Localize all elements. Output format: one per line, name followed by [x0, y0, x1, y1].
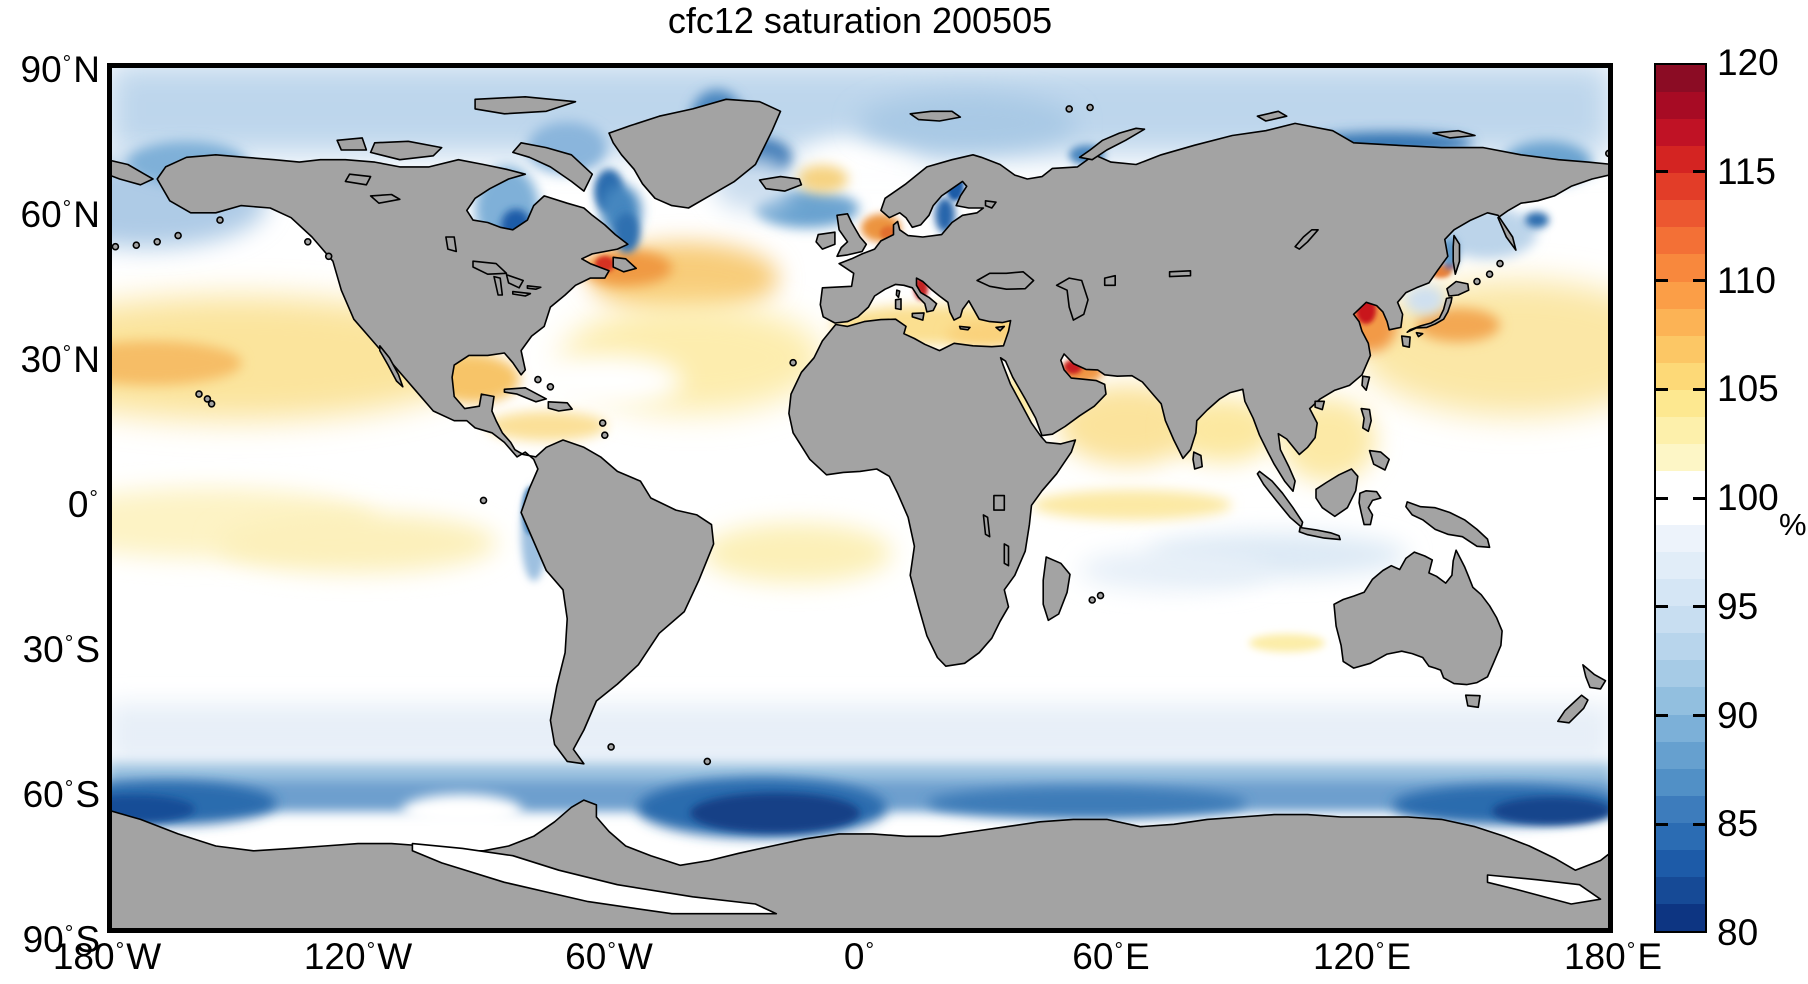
- colorbar-segment: [1656, 362, 1705, 390]
- colorbar-segment: [1656, 308, 1705, 336]
- colorbar-segment: [1656, 633, 1705, 661]
- colorbar-tick-mark: [1656, 170, 1668, 174]
- colorbar-segment: [1656, 552, 1705, 580]
- x-tick-label: 180°W: [52, 936, 162, 977]
- colorbar-tick-label: 95: [1717, 585, 1759, 627]
- colorbar-tick-label: 80: [1717, 912, 1759, 953]
- colorbar-tick-mark: [1693, 714, 1705, 717]
- colorbar-tick-mark: [1656, 279, 1668, 282]
- colorbar-segment: [1656, 254, 1705, 282]
- colorbar-segment: [1656, 227, 1705, 255]
- colorbar: [1654, 63, 1707, 933]
- colorbar-tick-mark: [1656, 714, 1668, 717]
- colorbar-tick-mark: [1693, 605, 1705, 609]
- colorbar-tick-mark: [1656, 822, 1668, 826]
- colorbar-segment: [1656, 146, 1705, 174]
- colorbar-segment: [1656, 525, 1705, 553]
- colorbar-segment: [1656, 876, 1705, 904]
- colorbar-segment: [1656, 822, 1705, 850]
- colorbar-tick-label: 110: [1717, 259, 1776, 301]
- colorbar-segment: [1656, 741, 1705, 769]
- y-tick-label: 90°S: [22, 918, 100, 960]
- y-tick-label: 30°S: [22, 628, 100, 670]
- colorbar-tick-mark: [1693, 387, 1705, 391]
- ocean-field: [107, 63, 1613, 838]
- x-tick-label: 180°E: [1563, 936, 1662, 977]
- x-tick-label: 0°: [843, 936, 875, 977]
- colorbar-segment: [1656, 200, 1705, 228]
- colorbar-tick-label: 85: [1717, 803, 1759, 845]
- x-tick-label: 120°W: [303, 936, 413, 977]
- colorbar-segment: [1656, 606, 1705, 634]
- colorbar-segment: [1656, 335, 1705, 363]
- colorbar-segment: [1656, 849, 1705, 877]
- colorbar-tick-label: 120: [1717, 42, 1779, 83]
- colorbar-segment: [1656, 416, 1705, 444]
- colorbar-tick-label: 90: [1717, 694, 1759, 736]
- y-tick-label: 30°N: [20, 338, 100, 380]
- colorbar-segment: [1656, 389, 1705, 417]
- y-tick-label: 90°N: [20, 48, 100, 90]
- land-layer: [107, 96, 1613, 933]
- colorbar-segment: [1656, 660, 1705, 688]
- colorbar-segment: [1656, 714, 1705, 742]
- colorbar-tick-label: 100: [1717, 477, 1779, 518]
- colorbar-segment: [1656, 795, 1705, 823]
- colorbar-unit-label: %: [1779, 507, 1807, 542]
- map-plot-area: [107, 63, 1613, 933]
- colorbar-tick-mark: [1693, 496, 1705, 500]
- colorbar-segment: [1656, 281, 1705, 309]
- x-tick-label: 120°E: [1312, 936, 1411, 977]
- colorbar-segment: [1656, 687, 1705, 715]
- colorbar-segment: [1656, 443, 1705, 471]
- colorbar-tick-mark: [1656, 387, 1668, 391]
- colorbar-tick-mark: [1693, 822, 1705, 826]
- lake-outlines: [344, 173, 1319, 567]
- colorbar-segment: [1656, 470, 1705, 498]
- world-heatmap-svg: [107, 63, 1613, 933]
- x-tick-label: 60°E: [1072, 936, 1150, 977]
- colorbar-tick-mark: [1693, 279, 1705, 282]
- colorbar-segment: [1656, 92, 1705, 120]
- colorbar-tick-mark: [1656, 496, 1668, 500]
- x-tick-label: 60°W: [565, 936, 653, 977]
- ice-shelf-layer: [411, 842, 1602, 915]
- y-tick-label: 60°N: [20, 193, 100, 235]
- y-tick-label: 60°S: [22, 773, 100, 815]
- y-tick-label: 0°: [67, 483, 98, 525]
- colorbar-tick-mark: [1656, 605, 1668, 609]
- colorbar-tick-label: 115: [1717, 150, 1776, 192]
- colorbar-segment: [1656, 579, 1705, 607]
- colorbar-segment: [1656, 119, 1705, 147]
- colorbar-segment: [1656, 903, 1705, 931]
- colorbar-segment: [1656, 65, 1705, 93]
- colorbar-segment: [1656, 173, 1705, 201]
- colorbar-tick-mark: [1693, 170, 1705, 174]
- colorbar-tick-label: 105: [1717, 368, 1779, 410]
- map-layers: [107, 63, 1613, 933]
- chart-title: cfc12 saturation 200505: [667, 0, 1053, 41]
- colorbar-segment: [1656, 768, 1705, 796]
- colorbar-segment: [1656, 498, 1705, 526]
